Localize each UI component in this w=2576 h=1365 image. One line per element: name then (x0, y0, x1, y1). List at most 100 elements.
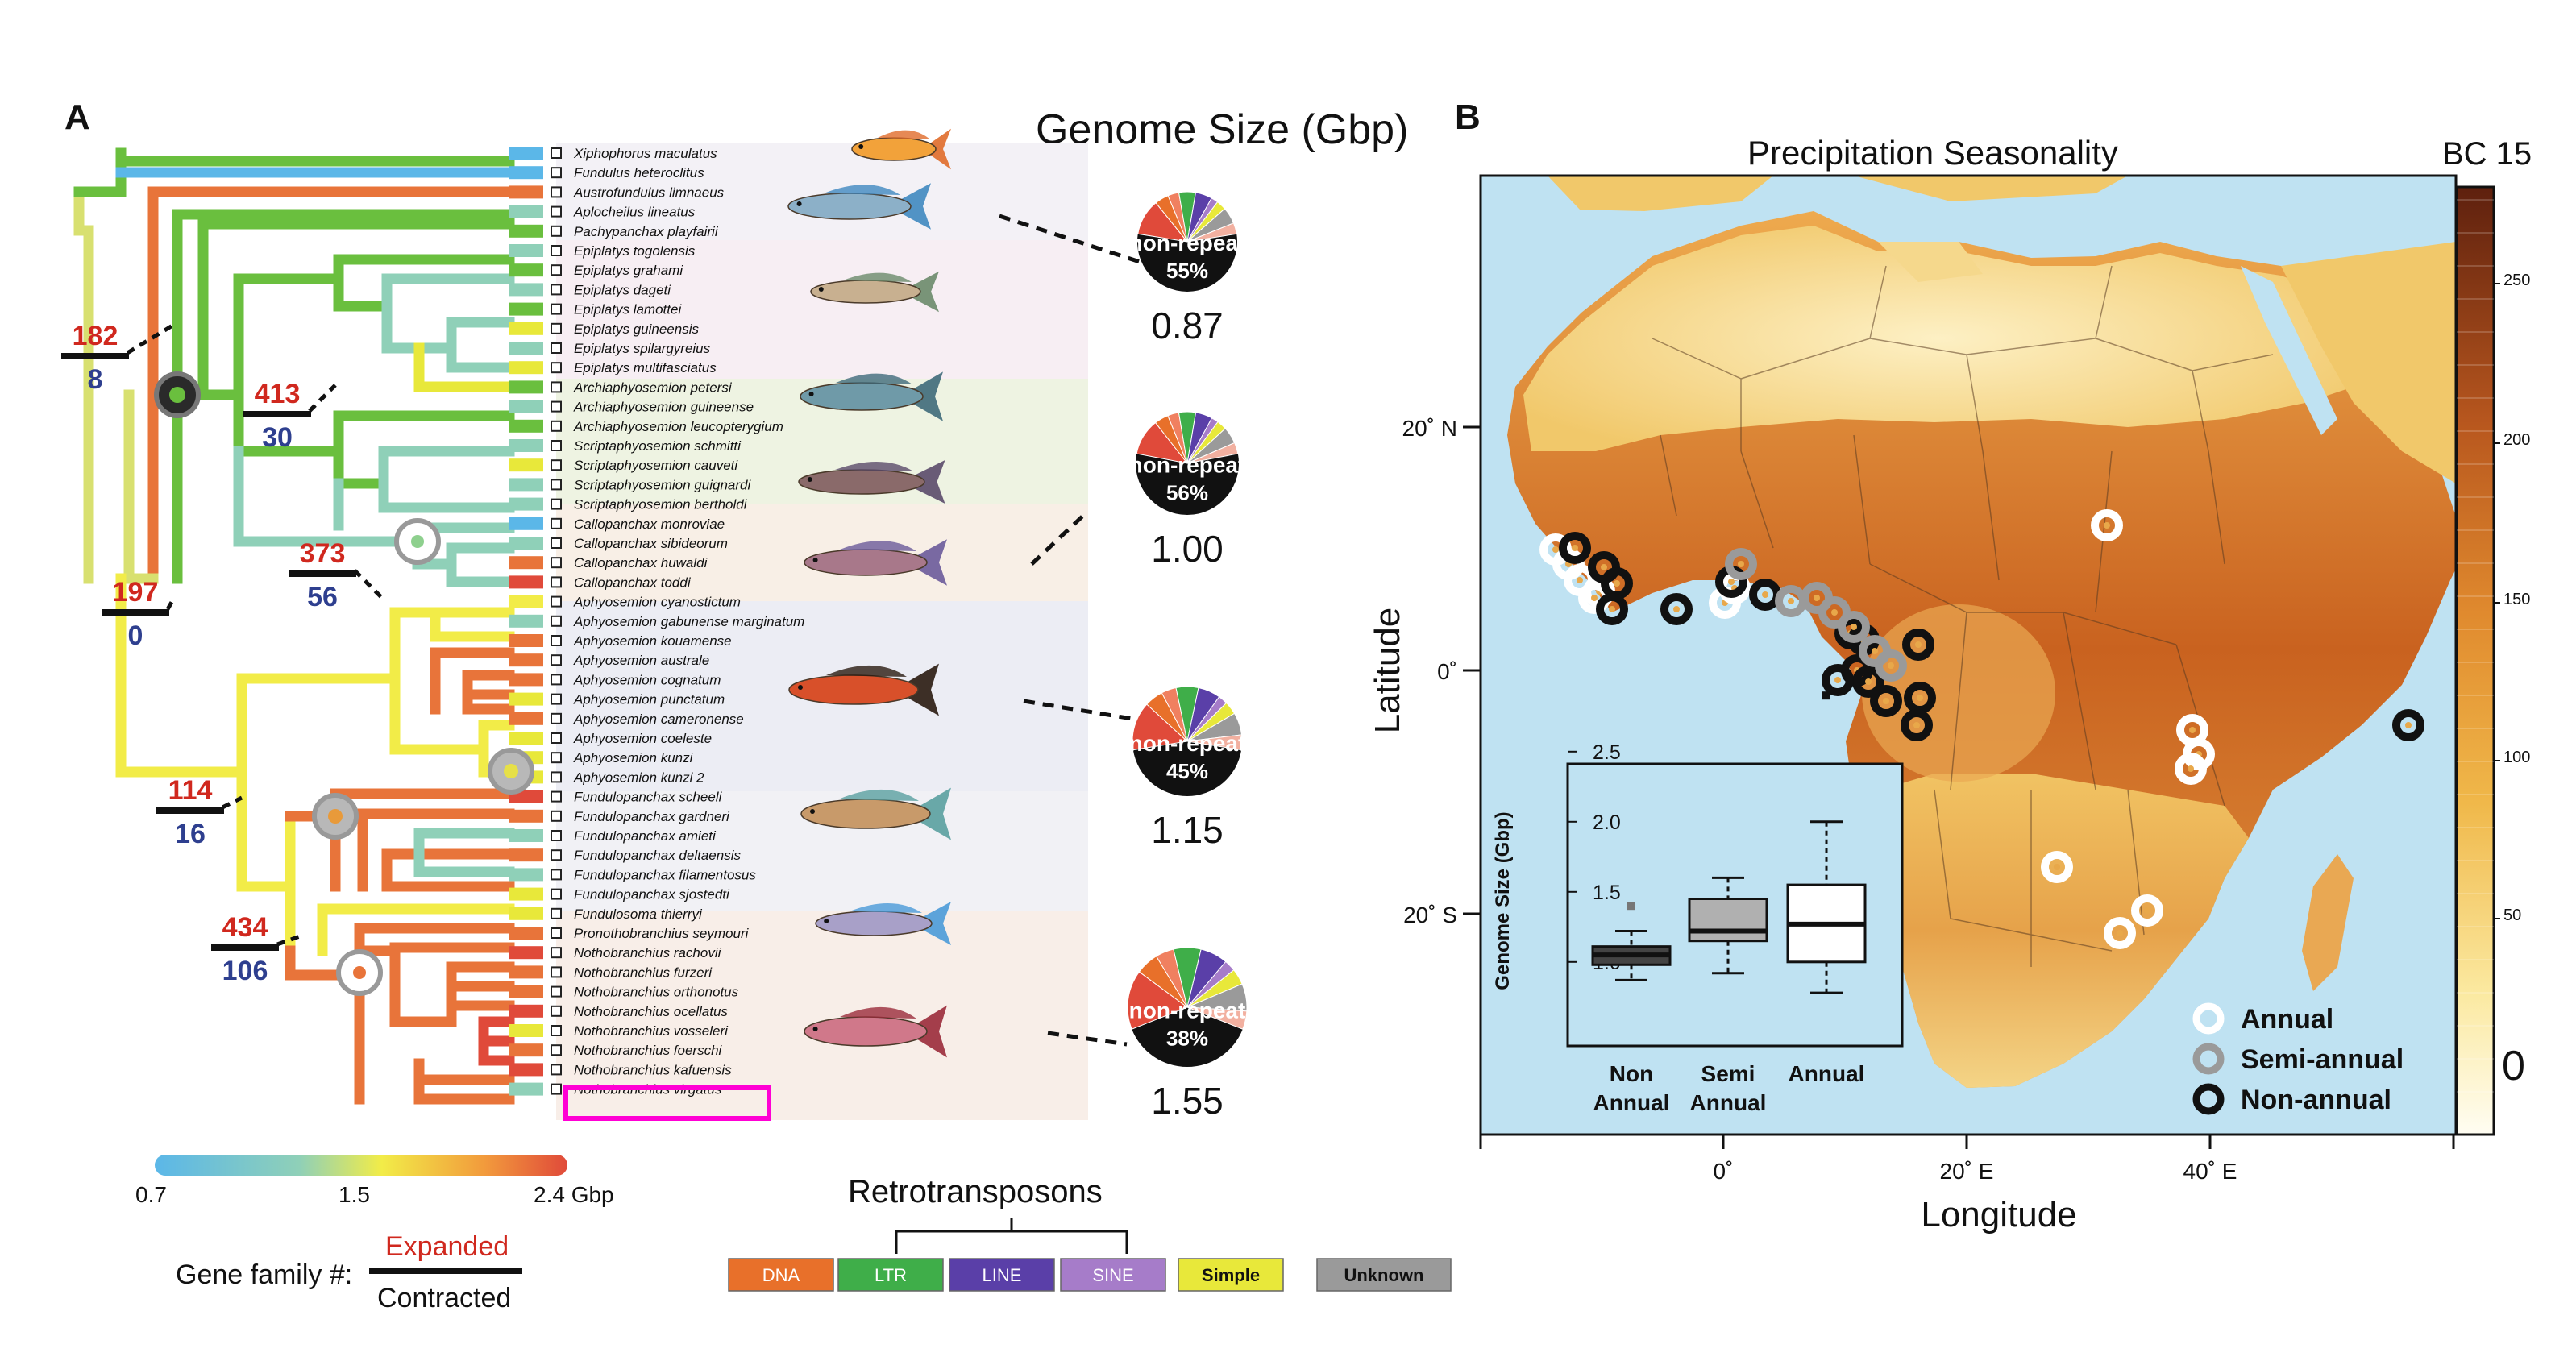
tree-branch (197, 273, 244, 400)
species-name: Nothobranchius foerschi (574, 1043, 723, 1058)
tip-marker (551, 830, 562, 841)
tip-marker (551, 576, 562, 588)
tip-color-bar (509, 166, 543, 180)
genome-pie: non-repeat 45% 1.15 (1129, 686, 1246, 851)
species-name: Aphyosemion kouamense (573, 633, 732, 649)
tip-color-bar (509, 829, 543, 842)
tip-color-bar (509, 302, 543, 316)
tree-branch (123, 389, 159, 584)
species-name: Archiaphyosemion guineense (573, 400, 754, 415)
tip-marker (551, 420, 562, 432)
genome-pie: non-repeat 56% 1.00 (1129, 411, 1246, 570)
colorbar-tick-150: 150 (2503, 591, 2530, 608)
count-leader (221, 795, 243, 810)
colorbar-tick-100: 100 (2503, 749, 2530, 766)
inset-box (1786, 691, 1867, 994)
pie-label: non-repeat (1129, 731, 1246, 756)
sample-site (1559, 532, 1591, 564)
fish-photo (788, 663, 939, 716)
genome-size-value: 0.87 (1151, 305, 1224, 346)
repeat-type-swatch (1316, 1258, 1452, 1292)
tip-marker (551, 595, 562, 608)
repeat-type-label: SINE (1092, 1265, 1133, 1285)
tip-marker (551, 147, 562, 159)
sample-site (1852, 666, 1884, 698)
tree-branch (381, 273, 515, 373)
colorbar-tick-200: 200 (2503, 431, 2530, 449)
tip-color-bar (509, 1043, 543, 1057)
tree-branch (233, 446, 515, 587)
map: 2.52.01.51.0Genome Size (Gbp)NonAnnualSe… (1479, 174, 2466, 1136)
species-name: Aphyosemion kunzi 2 (573, 770, 704, 785)
count-leader (308, 384, 337, 413)
tip-marker (551, 362, 562, 374)
pie-nonrepeat-slice (1132, 741, 1242, 797)
species-name: Fundulosoma thierryi (574, 907, 703, 922)
tip-color-bar (509, 907, 543, 920)
repeat-type-swatch (1178, 1258, 1284, 1292)
species-name: Aphyosemion cyanostictum (573, 595, 741, 610)
sample-site (2392, 709, 2424, 741)
sample-site (1818, 596, 1851, 629)
repeat-type-swatch (949, 1258, 1055, 1292)
sample-site (2104, 917, 2136, 949)
fish-photo (810, 271, 939, 313)
tip-marker (551, 167, 562, 179)
pie-label: non-repeat (1129, 453, 1246, 478)
species-name: Aplocheilus lineatus (573, 205, 696, 220)
species-name: Austrofundulus limnaeus (573, 185, 725, 200)
species-name: Nothobranchius kafuensis (574, 1062, 732, 1077)
expanded-count: 373 (300, 538, 346, 569)
tip-color-bar (509, 1024, 543, 1037)
repeat-type-label: Unknown (1344, 1265, 1424, 1285)
tip-color-bar (509, 946, 543, 960)
contracted-count: 16 (175, 819, 206, 849)
tip-color-bar (509, 1004, 543, 1018)
species-name: Aphyosemion coeleste (573, 731, 712, 746)
sample-site (2091, 509, 2123, 541)
sample-site (1596, 593, 1628, 625)
map-legend: Annual Semi-annual Non-annual (2192, 1002, 2404, 1115)
pie-repeat-slice (1127, 971, 1189, 1030)
species-name: Epiplatys spilargyreius (574, 341, 711, 356)
sample-site (2041, 851, 2073, 883)
longitude-axis: 0˚ 20˚ E 40˚ E Longitude (1479, 1133, 2456, 1234)
lat-tick-0: 0˚ (1437, 659, 1457, 684)
species-name: Fundulopanchax deltaensis (574, 848, 741, 863)
tip-marker (551, 186, 562, 198)
latitude-axis: 20˚ N 0˚ 20˚ S Latitude (1368, 416, 1481, 927)
tip-marker (551, 810, 562, 822)
tip-color-bar (509, 244, 543, 257)
species-name: Epiplatys multifasciatus (574, 360, 717, 375)
tip-color-bar (509, 1082, 543, 1096)
tip-color-bar (509, 965, 543, 979)
sample-site (1838, 611, 1870, 643)
sample-site (2175, 753, 2207, 785)
pie-label: non-repeat (1129, 998, 1246, 1023)
species-name: Callopanchax monroviae (574, 517, 725, 532)
fish-photo (851, 128, 951, 170)
tree-branch (236, 766, 296, 956)
pie-percent: 55% (1166, 259, 1208, 283)
inset-box (1688, 876, 1768, 975)
lat-tick-20s: 20˚ S (1403, 902, 1457, 927)
tip-marker (551, 985, 562, 998)
species-name: Fundulopanchax sjostedti (574, 887, 730, 902)
inset-box (1591, 902, 1672, 981)
species-tips: Xiphophorus maculatus Fundulus heteroclit… (509, 146, 804, 1097)
tree-branch (333, 410, 515, 489)
tip-color-bar (509, 927, 543, 940)
species-name: Callopanchax sibideorum (574, 536, 728, 551)
tip-marker (551, 1083, 562, 1095)
expanded-count: 197 (113, 577, 159, 608)
tip-color-bar (509, 634, 543, 647)
colorbar-title: BC 15 (2442, 136, 2532, 172)
sample-site (1875, 649, 1907, 682)
species-name: Aphyosemion cameronense (573, 712, 744, 727)
tree-branch (413, 1058, 515, 1105)
scale-mid-label: 1.5 (339, 1182, 370, 1207)
tip-marker (551, 440, 562, 451)
tree-branch (378, 446, 515, 513)
arabia (2281, 242, 2456, 483)
genome-size-value: 1.00 (1151, 528, 1224, 570)
